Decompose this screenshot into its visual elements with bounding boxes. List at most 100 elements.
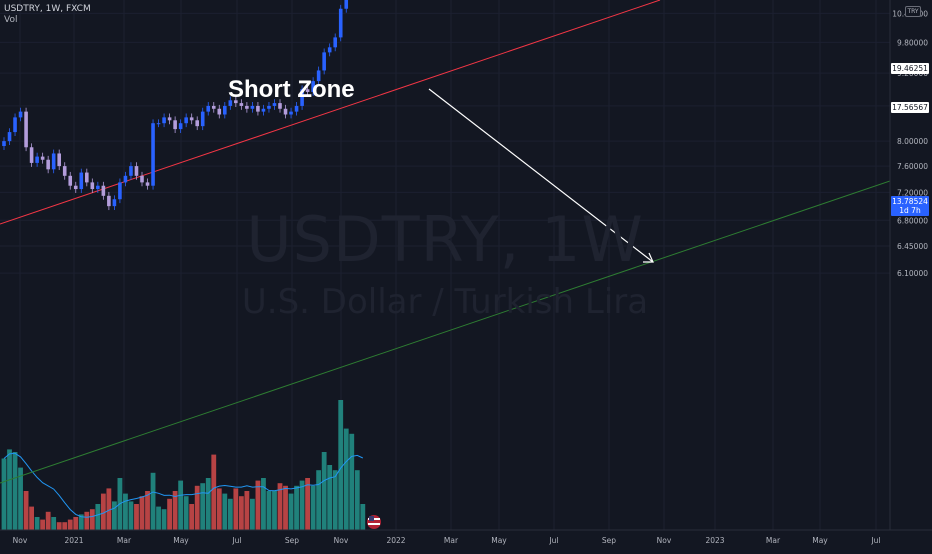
time-tick-label: Nov [657,536,672,545]
volume-bar [338,400,344,530]
candle-body [90,182,95,190]
candle [217,104,222,119]
candle-body [140,175,144,183]
candle [13,113,17,137]
bar-countdown: 1d 7h [899,206,921,215]
volume-ma-line [3,452,364,518]
candle [278,99,282,113]
candle [256,102,260,116]
candle-body [195,120,199,127]
candle [267,102,271,113]
candle-body [267,105,271,109]
candle-body [35,156,39,163]
price-tick-label: 7.20000 [897,188,928,197]
volume-bar [156,506,161,530]
candle-body [223,105,227,115]
candle [2,137,6,150]
volume-bar [67,519,73,530]
volume-bar [349,433,355,530]
volume-bar [139,496,145,530]
candle-body [261,108,266,112]
volume-bar [310,485,316,530]
volume-bar [288,493,294,530]
candle [344,0,349,13]
volume-bar [266,491,272,530]
volume-bar [299,480,305,530]
projection-arrow-head [643,252,654,263]
candle-body [333,37,337,48]
short-zone-label: Short Zone [228,76,355,103]
candle [40,152,45,164]
candle-body [79,172,84,190]
candle [234,96,238,108]
currency-badge[interactable]: TRY [905,6,921,17]
legend-symbol[interactable]: USDTRY, 1W, FXCM [4,4,91,14]
candle-body [24,111,28,148]
volume-bar [211,454,217,530]
time-tick-label: Mar [766,536,781,545]
candle-body [145,182,150,186]
volume-bar [227,498,233,530]
candle [145,178,150,190]
volume-bar [128,501,134,530]
volume-bar [23,491,29,530]
volume-bar [316,470,322,530]
volume-bar [272,491,277,530]
candle [85,168,89,187]
price-tag-high-line: 19.46251 [891,63,929,74]
candle-body [316,70,321,82]
candle-body [29,147,34,163]
candle-body [234,100,238,104]
volume-bar [222,493,228,530]
price-tick-label: 8.00000 [897,137,928,146]
projection-arrow-shaft [428,88,654,263]
candle-body [311,81,315,92]
volume-bar [12,452,18,530]
candle-body [217,108,222,115]
volume-bar [89,509,95,530]
candle-body [167,117,172,121]
time-tick-label: 2021 [64,536,83,545]
time-tick-label: Jul [548,536,558,545]
volume-bar [7,449,12,530]
candle [206,102,211,116]
candle-body [162,117,166,124]
candle [118,178,122,204]
candle-body [107,195,111,207]
price-tick-label: 6.45000 [897,242,928,251]
candle [90,178,95,193]
volume-bar [134,504,139,530]
volume-bar [194,485,200,530]
volume-bar [360,504,366,530]
candle [322,48,326,75]
candle [129,162,133,180]
candle [316,66,321,86]
candle [96,181,100,193]
candle [79,168,84,193]
candle [327,43,332,57]
legend-volume[interactable]: Vol [4,15,18,25]
volume-bar [343,428,349,530]
volume-bar [238,496,244,530]
candle [140,171,144,187]
volume-bar [233,488,239,530]
candle [7,128,12,146]
candle [167,113,172,125]
volume-bar [95,504,101,530]
volume-bar [200,483,206,530]
candle-body [101,185,106,196]
volume-bar [106,488,112,530]
volume-bar [172,491,178,530]
time-tick-label: Mar [117,536,132,545]
candle [123,171,128,187]
candle [200,107,205,131]
candle [134,162,139,180]
candle [228,96,233,110]
time-tick-label: Jul [870,536,880,545]
volume-bar [167,498,172,530]
candle-body [62,166,67,176]
candle [283,104,288,119]
candle-body [46,159,50,170]
